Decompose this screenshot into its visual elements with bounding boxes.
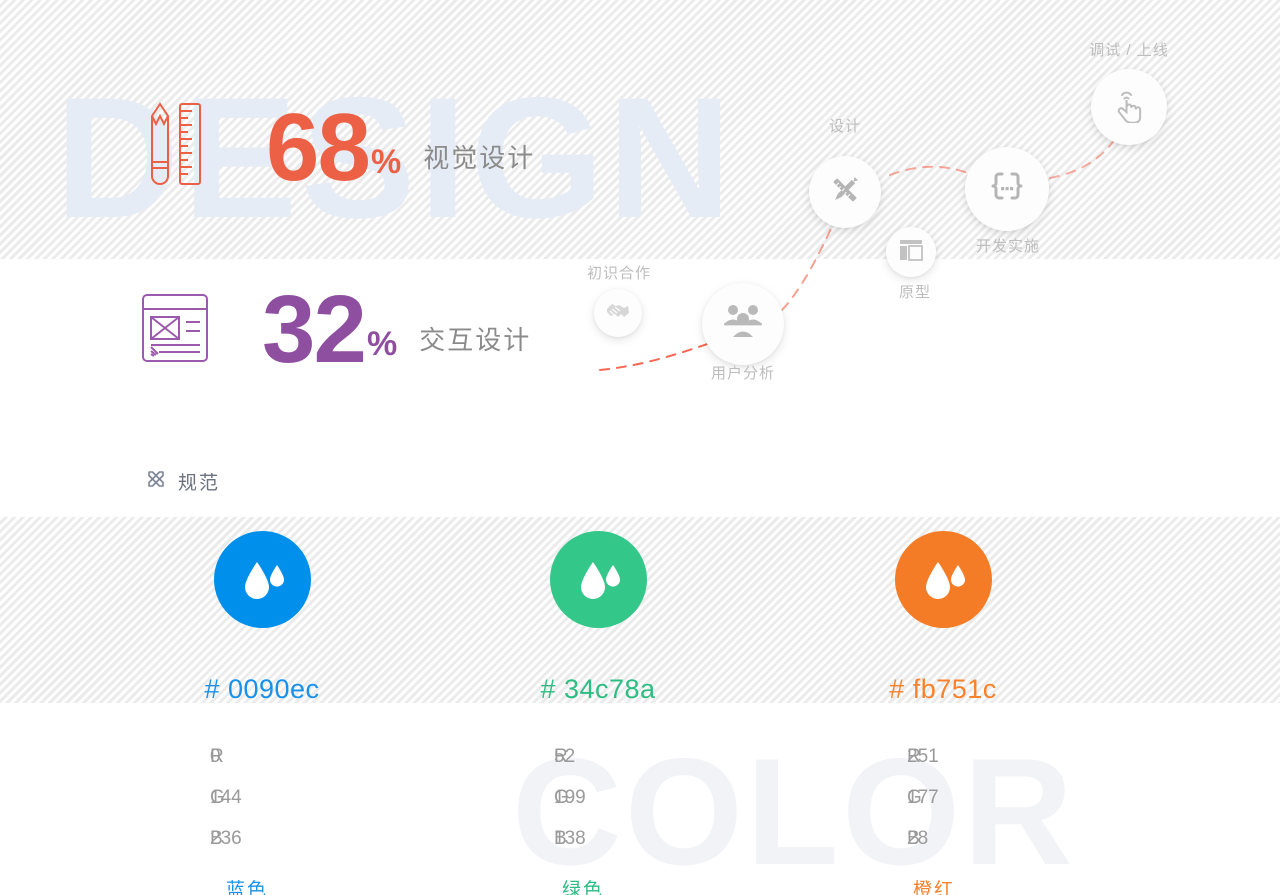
rgb-key: B xyxy=(907,827,920,849)
color-name-orange: 橙红 xyxy=(913,880,956,895)
rgb-key: B xyxy=(210,827,223,849)
water-drop-icon xyxy=(549,531,647,628)
color-swatch-orange[interactable]: # fb751c xyxy=(773,531,1113,705)
workflow-node-design[interactable] xyxy=(809,156,881,228)
tap-hand-icon xyxy=(1112,87,1146,128)
workflow-label-launch: 调试 / 上线 xyxy=(1089,42,1169,59)
rgb-value: 199 xyxy=(554,786,586,808)
workflow-diagram: 初识合作 用户分析 xyxy=(560,20,1220,400)
color-hex-blue: # 0090ec xyxy=(204,674,320,704)
color-hex-green: # 34c78a xyxy=(540,674,656,704)
interaction-design-label: 交互设计 xyxy=(419,324,532,355)
workflow-node-user-analysis[interactable] xyxy=(702,283,784,365)
code-braces-icon xyxy=(988,168,1026,211)
rgb-row: B 28 xyxy=(789,818,1129,859)
rgb-values-orange: R 251 G 177 B 28 橙红 xyxy=(789,736,1129,895)
user-group-icon xyxy=(722,303,764,346)
interaction-design-stat-row: 32 % 交互设计 xyxy=(140,275,532,383)
workflow-label-user-analysis: 用户分析 xyxy=(710,365,775,382)
workflow-node-launch[interactable] xyxy=(1091,69,1167,145)
design-section-background xyxy=(0,0,1280,259)
rgb-values-blue: R 0 G 144 B 236 蓝色 xyxy=(92,736,432,895)
rgb-key: G xyxy=(210,786,225,808)
workflow-label-prototype: 原型 xyxy=(899,284,932,301)
color-swatch-green[interactable]: # 34c78a xyxy=(428,531,768,705)
wireframe-outline-icon xyxy=(140,292,210,369)
rgb-key: R xyxy=(210,745,224,767)
rgb-key: B xyxy=(554,827,567,849)
workflow-node-prototype[interactable] xyxy=(886,227,936,277)
rgb-key: R xyxy=(554,745,568,767)
color-name-blue: 蓝色 xyxy=(226,880,269,895)
rgb-row: R 0 xyxy=(92,736,432,777)
interaction-design-percent-value: 32 xyxy=(262,275,367,383)
rgb-row: G 199 xyxy=(436,777,776,818)
visual-design-stat-row: 68 % 视觉设计 xyxy=(140,93,536,201)
color-swatch-band-background xyxy=(0,517,1280,703)
crossed-tools-icon xyxy=(146,469,166,494)
rgb-value: 251 xyxy=(907,745,939,767)
visual-design-percent-value: 68 xyxy=(266,93,371,201)
visual-design-percent-sign: % xyxy=(370,142,402,181)
color-name-green: 绿色 xyxy=(562,880,605,895)
workflow-label-design: 设计 xyxy=(828,118,861,135)
rgb-row: R 52 xyxy=(436,736,776,777)
rgb-row: G 144 xyxy=(92,777,432,818)
handshake-icon xyxy=(605,298,631,329)
visual-design-label: 视觉设计 xyxy=(423,142,536,173)
rgb-value: 52 xyxy=(554,745,576,767)
spec-row[interactable]: 规范 xyxy=(146,468,220,495)
interaction-design-percent-sign: % xyxy=(366,324,398,363)
pencil-ruler-cross-icon xyxy=(828,173,862,212)
water-drop-icon xyxy=(213,531,311,628)
rgb-value: 28 xyxy=(907,827,929,849)
color-swatch-blue[interactable]: # 0090ec xyxy=(92,531,432,705)
water-drop-icon xyxy=(894,531,992,628)
layout-icon xyxy=(899,239,923,266)
rgb-row: R 251 xyxy=(789,736,1129,777)
rgb-value: 236 xyxy=(210,827,242,849)
workflow-label-development: 开发实施 xyxy=(975,238,1040,255)
spec-label: 规范 xyxy=(178,473,221,494)
rgb-row: B 138 xyxy=(436,818,776,859)
rgb-key: G xyxy=(554,786,569,808)
rgb-value: 177 xyxy=(907,786,939,808)
rgb-values-green: R 52 G 199 B 138 绿色 xyxy=(436,736,776,895)
color-watermark-text: COLOR xyxy=(512,727,1077,895)
rgb-value: 144 xyxy=(210,786,242,808)
rgb-value: 138 xyxy=(554,827,586,849)
workflow-node-development[interactable] xyxy=(965,147,1049,231)
workflow-label-cooperation: 初识合作 xyxy=(586,265,651,282)
rgb-value: 0 xyxy=(210,745,221,767)
rgb-row: G 177 xyxy=(789,777,1129,818)
rgb-row: B 236 xyxy=(92,818,432,859)
rgb-key: G xyxy=(907,786,922,808)
color-hex-orange: # fb751c xyxy=(889,674,997,704)
rgb-key: R xyxy=(907,745,921,767)
workflow-node-cooperation[interactable] xyxy=(594,289,642,337)
pencil-ruler-outline-icon xyxy=(140,98,204,199)
